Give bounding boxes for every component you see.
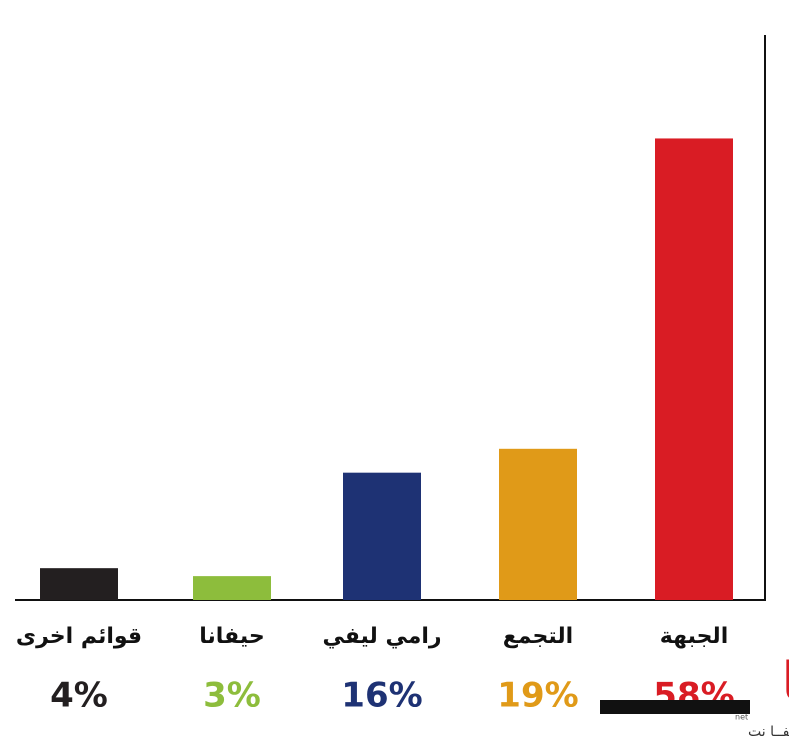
value-label: 4% xyxy=(50,676,108,716)
logo: حيفا xyxy=(782,652,789,712)
value-label: 19% xyxy=(497,676,578,716)
logo-net: net xyxy=(735,713,748,722)
category-label: التجمع xyxy=(503,624,573,649)
bar xyxy=(193,576,271,600)
value-label: 16% xyxy=(341,676,422,716)
category-label: قوائم اخرى xyxy=(16,624,142,649)
bar xyxy=(499,448,577,600)
value-label: 3% xyxy=(203,676,261,716)
bar xyxy=(655,138,733,601)
category-label: الجبهة xyxy=(660,624,729,649)
logo-bar xyxy=(600,700,750,714)
logo-subtitle: صحيفة حيفــا نت xyxy=(748,724,789,740)
category-label: رامي ليفي xyxy=(322,624,441,649)
bar xyxy=(40,568,118,600)
bar xyxy=(343,472,421,600)
category-label: حيفانا xyxy=(199,624,264,649)
